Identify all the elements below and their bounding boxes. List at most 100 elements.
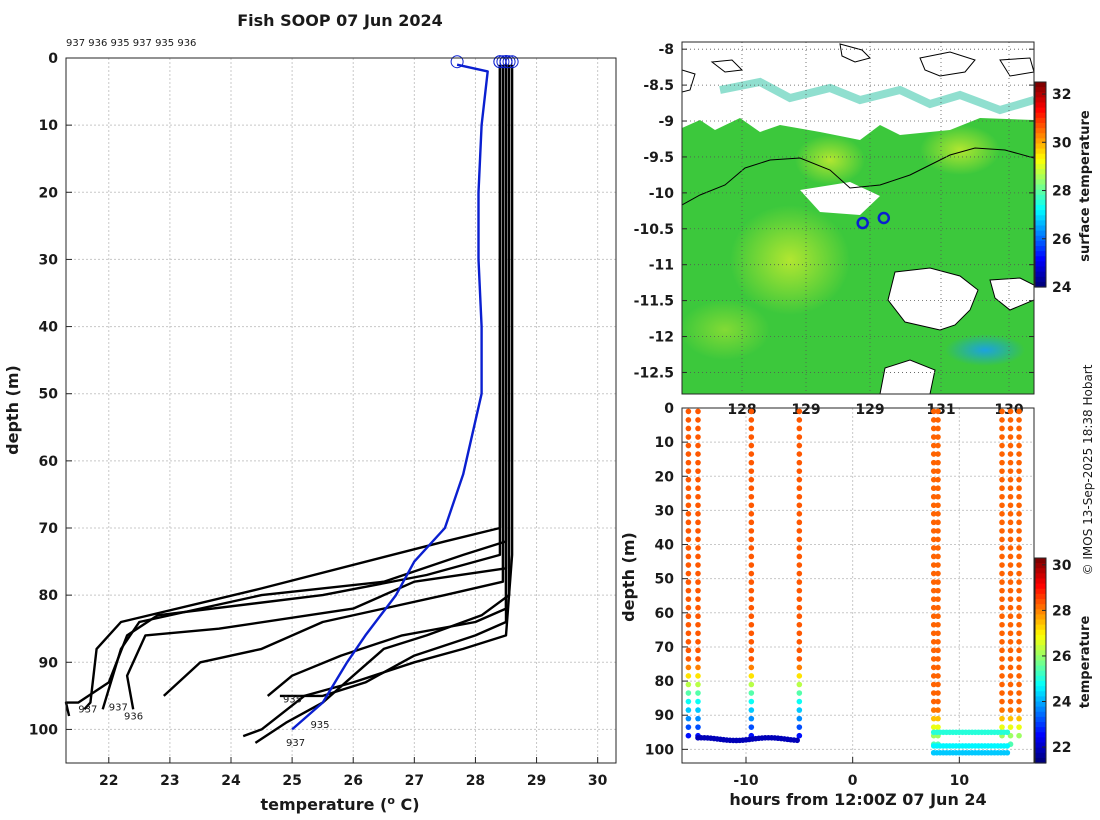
time-depth-point	[930, 459, 937, 466]
time-depth-point	[930, 519, 937, 526]
time-depth-colorbar-segment	[1035, 665, 1046, 672]
time-depth-point	[695, 442, 701, 449]
time-depth-point	[935, 553, 941, 560]
time-depth-point	[999, 596, 1005, 602]
time-depth-point	[685, 528, 692, 534]
time-depth-point	[695, 553, 701, 560]
time-depth-point	[796, 698, 803, 705]
time-depth-point	[999, 493, 1005, 500]
time-depth-point	[935, 434, 941, 440]
map-ytick-label: -8.5	[643, 78, 674, 94]
time-depth-point	[685, 502, 692, 509]
map-colorbar-segment	[1035, 205, 1046, 211]
time-depth-point	[748, 417, 755, 423]
map-colorbar-segment	[1035, 281, 1046, 288]
time-depth-point	[1016, 698, 1022, 705]
profile-deployment-label: 936	[124, 711, 143, 722]
time-depth-point	[935, 485, 941, 492]
time-depth-point	[930, 579, 937, 585]
time-depth-point	[1007, 545, 1014, 551]
time-depth-point	[1004, 749, 1011, 756]
time-depth-point	[1016, 442, 1022, 449]
time-depth-point	[695, 476, 701, 483]
time-depth-colorbar-segment	[1035, 737, 1046, 744]
time-depth-point	[930, 502, 937, 509]
time-depth-point	[1007, 553, 1014, 560]
time-depth-point	[1016, 545, 1022, 551]
time-depth-colorbar-segment	[1035, 747, 1046, 754]
time-depth-point	[999, 639, 1005, 645]
time-depth-point	[794, 737, 800, 744]
map-xtick-label: 128	[727, 402, 756, 418]
time-depth-point	[695, 613, 701, 620]
time-depth-point	[930, 621, 937, 628]
time-depth-colorbar-segment	[1035, 701, 1046, 708]
map-colorbar-segment	[1035, 97, 1046, 104]
time-depth-point	[685, 511, 692, 517]
time-depth-point	[685, 451, 692, 457]
time-depth-panel: -10 0 10 0 10 20 30 40 50 60 70 80 90 100 hours from…	[619, 401, 1093, 809]
time-depth-point	[748, 570, 755, 577]
time-depth-point	[930, 587, 937, 594]
map-colorbar-segment	[1035, 230, 1046, 237]
time-depth-point	[695, 596, 701, 602]
time-depth-point	[748, 647, 755, 654]
time-depth-colorbar-tick-label: 22	[1052, 740, 1071, 756]
time-depth-point	[999, 536, 1005, 543]
time-depth-point	[1016, 656, 1022, 662]
time-depth-point	[796, 579, 803, 585]
time-depth-point	[685, 724, 692, 730]
time-depth-point	[999, 459, 1005, 466]
time-depth-point	[685, 493, 692, 500]
map-colorbar-segment	[1035, 158, 1046, 165]
time-depth-point	[685, 656, 692, 662]
map-ytick-label: -8	[658, 42, 674, 58]
time-depth-point	[685, 442, 692, 449]
profile-ytick-label: 90	[39, 655, 59, 671]
map-xtick-label: 129	[791, 402, 820, 418]
time-depth-point	[695, 681, 701, 688]
time-depth-ytick-label: 100	[645, 742, 674, 758]
time-depth-colorbar-tick-label: 26	[1052, 649, 1071, 665]
time-depth-point	[999, 553, 1005, 560]
time-depth-point	[930, 690, 937, 696]
time-depth-point	[930, 468, 937, 474]
time-depth-point	[1016, 536, 1022, 543]
time-depth-colorbar-segment	[1035, 599, 1046, 605]
time-depth-point	[1016, 493, 1022, 500]
time-depth-point	[935, 536, 941, 543]
map-colorbar-segment	[1035, 128, 1046, 134]
time-depth-point	[796, 707, 803, 713]
time-depth-point	[748, 698, 755, 705]
time-depth-xtick-label: 10	[950, 773, 970, 789]
time-depth-point	[935, 673, 941, 679]
time-depth-point	[999, 545, 1005, 551]
time-depth-point	[695, 570, 701, 577]
map-xtick-label: 131	[926, 402, 955, 418]
time-depth-point	[748, 485, 755, 492]
profile-ytick-label: 30	[39, 252, 59, 268]
profile-xtick-label: 25	[282, 773, 301, 789]
time-depth-point	[930, 451, 937, 457]
time-depth-point	[796, 451, 803, 457]
time-depth-point	[1016, 417, 1022, 423]
time-depth-point	[1007, 647, 1014, 654]
map-colorbar-segment	[1035, 210, 1046, 216]
time-depth-point	[935, 459, 941, 466]
time-depth-point	[1007, 570, 1014, 577]
time-depth-point	[935, 417, 941, 423]
time-depth-point	[1016, 621, 1022, 628]
time-depth-point	[695, 698, 701, 705]
time-depth-colorbar-label: temperature	[1078, 616, 1093, 709]
time-depth-point	[999, 613, 1005, 620]
time-depth-point	[930, 528, 937, 534]
time-depth-point	[695, 673, 701, 679]
time-depth-point	[748, 707, 755, 713]
time-depth-point	[685, 587, 692, 594]
time-depth-point	[748, 681, 755, 688]
map-colorbar-segment	[1035, 107, 1046, 114]
time-depth-axes-box	[681, 407, 1035, 764]
time-depth-point	[999, 587, 1005, 594]
time-depth-point	[1016, 562, 1022, 568]
